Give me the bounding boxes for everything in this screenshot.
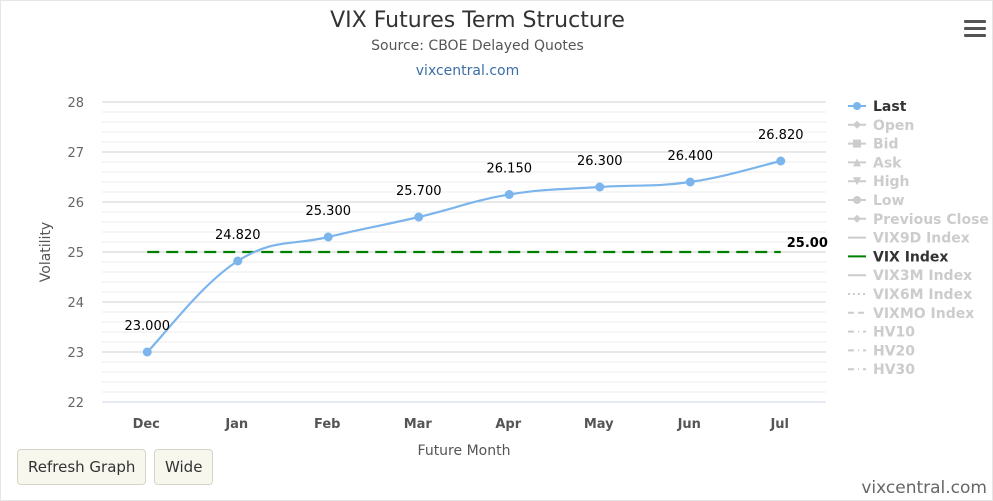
x-tick-label: May xyxy=(584,417,614,432)
legend-marker xyxy=(853,177,861,186)
legend-marker xyxy=(853,139,861,148)
y-tick-label: 28 xyxy=(67,96,84,111)
last-data-point xyxy=(685,177,695,187)
y-tick-label: 22 xyxy=(67,396,84,411)
legend-item-bid[interactable]: Bid xyxy=(873,137,899,153)
wide-button[interactable]: Wide xyxy=(154,449,214,485)
legend-item-last[interactable]: Last xyxy=(873,99,907,115)
legend-item-vix3m-index[interactable]: VIX3M Index xyxy=(873,268,972,284)
last-data-point xyxy=(142,347,152,357)
last-data-label: 25.300 xyxy=(306,204,352,219)
vix-index-label: 25.00 xyxy=(787,236,828,251)
refresh-graph-button[interactable]: Refresh Graph xyxy=(17,449,147,485)
x-tick-label: Mar xyxy=(404,417,433,432)
footer-credit[interactable]: vixcentral.com xyxy=(861,478,987,498)
y-tick-label: 27 xyxy=(67,146,84,161)
legend-marker xyxy=(853,102,861,110)
last-data-label: 26.300 xyxy=(577,154,623,169)
last-data-label: 26.150 xyxy=(487,162,533,177)
legend-item-hv10[interactable]: HV10 xyxy=(873,325,915,341)
legend-item-vix9d-index[interactable]: VIX9D Index xyxy=(873,231,970,247)
x-tick-label: Jun xyxy=(677,417,701,432)
last-data-label: 23.000 xyxy=(125,319,171,334)
legend-item-hv30[interactable]: HV30 xyxy=(873,362,915,378)
legend-item-low[interactable]: Low xyxy=(873,193,905,209)
hamburger-menu-icon[interactable] xyxy=(964,20,986,38)
last-data-point xyxy=(776,156,786,166)
x-tick-label: Jan xyxy=(224,417,248,432)
legend-item-vix-index[interactable]: VIX Index xyxy=(873,249,948,265)
last-data-point xyxy=(595,182,605,192)
legend-marker xyxy=(853,214,861,223)
last-data-point xyxy=(323,232,333,242)
last-series-line xyxy=(146,159,781,353)
last-data-point xyxy=(233,256,243,266)
x-tick-label: Jul xyxy=(769,417,789,432)
legend-item-open[interactable]: Open xyxy=(873,118,914,134)
x-tick-label: Dec xyxy=(133,417,160,432)
x-axis-title: Future Month xyxy=(418,443,511,459)
chart-credit-link[interactable]: vixcentral.com xyxy=(415,63,520,79)
legend-item-high[interactable]: High xyxy=(873,174,910,190)
legend-marker xyxy=(853,196,861,204)
x-tick-label: Feb xyxy=(314,417,340,432)
last-data-label: 26.820 xyxy=(758,128,804,143)
x-tick-label: Apr xyxy=(495,417,521,432)
legend-item-hv20[interactable]: HV20 xyxy=(873,343,915,359)
legend-item-previous-close[interactable]: Previous Close xyxy=(873,212,989,228)
chart-title: VIX Futures Term Structure xyxy=(330,8,625,33)
last-data-label: 26.400 xyxy=(668,149,714,164)
y-tick-label: 26 xyxy=(67,196,84,211)
y-tick-label: 23 xyxy=(67,346,84,361)
y-tick-label: 24 xyxy=(67,296,84,311)
chart-subtitle: Source: CBOE Delayed Quotes xyxy=(371,38,584,54)
last-data-label: 25.700 xyxy=(396,184,442,199)
last-data-label: 24.820 xyxy=(215,228,261,243)
last-data-point xyxy=(504,190,514,199)
legend-item-vixmo-index[interactable]: VIXMO Index xyxy=(873,306,974,322)
legend-marker xyxy=(853,120,861,129)
legend-item-vix6m-index[interactable]: VIX6M Index xyxy=(873,287,972,303)
legend-marker xyxy=(853,158,861,167)
y-axis-title: Volatility xyxy=(38,222,54,282)
legend-item-ask[interactable]: Ask xyxy=(873,155,902,171)
last-data-point xyxy=(414,212,424,222)
y-tick-label: 25 xyxy=(67,246,84,261)
